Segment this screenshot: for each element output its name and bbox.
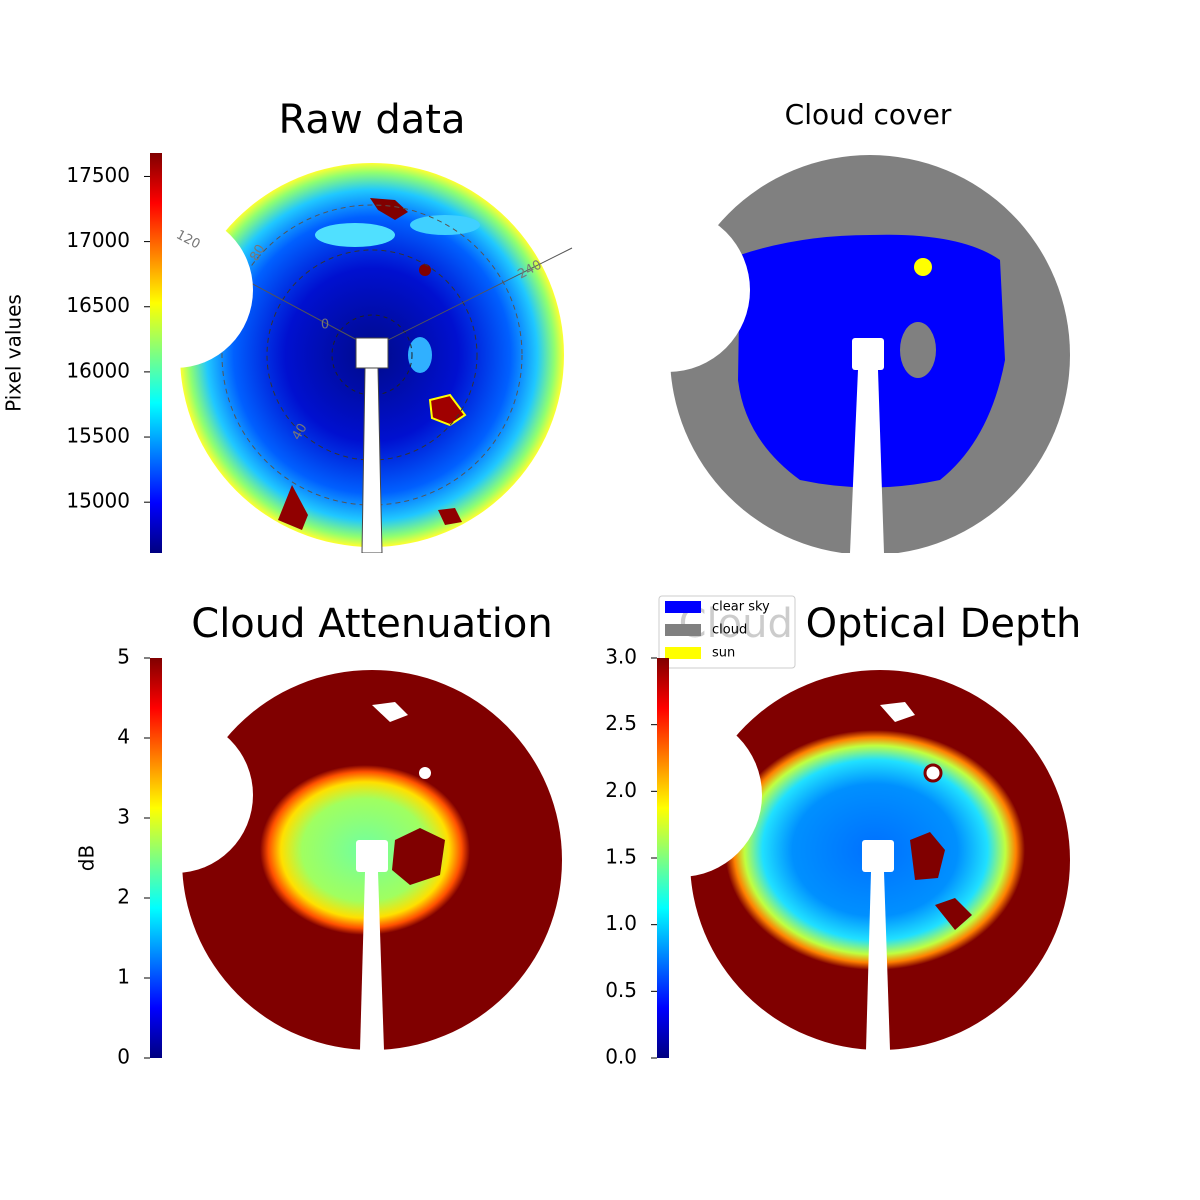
legend-label: sun <box>712 646 735 661</box>
colorbar-tick-label: 0.5 <box>605 978 637 1002</box>
polar-label: 120 <box>174 228 203 253</box>
colorbar-tick-label: 17000 <box>66 228 130 252</box>
raw-image <box>179 163 573 554</box>
colorbar-tick-label: 3.0 <box>605 645 637 669</box>
colorbar-tick-label: 2.5 <box>605 711 637 735</box>
polar-label: 40 <box>289 421 310 443</box>
colorbar-tick-label: 0 <box>117 1045 130 1069</box>
legend-swatch <box>665 624 701 636</box>
colorbar-tick-label: 1.0 <box>605 911 637 935</box>
colorbar-tick-label: 2.0 <box>605 778 637 802</box>
polar-label: 80 <box>247 242 268 264</box>
legend-label: cloud <box>712 623 747 638</box>
colorbar-tick-label: 16500 <box>66 293 130 317</box>
colorbar-tick-label: 1 <box>117 965 130 989</box>
colorbar-tick-label: 15500 <box>66 424 130 448</box>
panel-title: Cloud Attenuation <box>191 601 552 647</box>
optical-depth-image <box>690 670 1070 1050</box>
legend-swatch <box>665 647 701 659</box>
colorbar <box>150 153 162 553</box>
colorbar-tick-label: 16000 <box>66 358 130 382</box>
legend: clear sky cloud sun <box>658 595 796 669</box>
colorbar-tick-label: 5 <box>117 645 130 669</box>
attenuation-image <box>182 670 562 1050</box>
colorbar-tick-label: 2 <box>117 885 130 909</box>
colorbar <box>150 658 162 1058</box>
colorbar-tick-label: 17500 <box>66 163 130 187</box>
legend-swatch <box>665 601 701 613</box>
colorbar-tick-label: 0.0 <box>605 1045 637 1069</box>
colorbar-label: Pixel values <box>2 294 26 412</box>
panel-title: Cloud cover <box>785 98 952 131</box>
polar-label: 0 <box>321 318 329 333</box>
panel-title: Raw data <box>279 97 466 143</box>
colorbar <box>657 658 669 1058</box>
colorbar-tick-label: 1.5 <box>605 845 637 869</box>
colorbar-tick-label: 3 <box>117 805 130 829</box>
colorbar-tick-label: 4 <box>117 725 130 749</box>
cloud-cover-image <box>670 155 1070 555</box>
legend-label: clear sky <box>712 600 770 615</box>
colorbar-tick-label: 15000 <box>66 489 130 513</box>
colorbar-label: dB <box>75 845 99 871</box>
